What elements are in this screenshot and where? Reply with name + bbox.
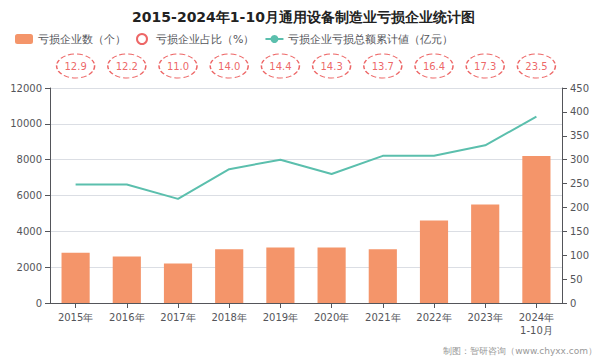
svg-text:2024年: 2024年: [519, 312, 554, 323]
svg-text:12000: 12000: [10, 83, 42, 94]
svg-text:250: 250: [570, 178, 589, 189]
svg-text:10000: 10000: [10, 118, 42, 129]
svg-text:2015年: 2015年: [58, 312, 93, 323]
svg-text:16.4: 16.4: [423, 61, 445, 72]
svg-text:2017年: 2017年: [160, 312, 195, 323]
svg-text:12.9: 12.9: [64, 61, 86, 72]
svg-text:23.5: 23.5: [525, 61, 547, 72]
svg-text:制图：智研咨询（www.chyxx.com）: 制图：智研咨询（www.chyxx.com）: [443, 346, 597, 356]
svg-text:2020年: 2020年: [314, 312, 349, 323]
svg-text:2015-2024年1-10月通用设备制造业亏损企业统计图: 2015-2024年1-10月通用设备制造业亏损企业统计图: [132, 9, 475, 25]
svg-text:14.4: 14.4: [269, 61, 291, 72]
svg-text:350: 350: [570, 130, 589, 141]
svg-text:亏损企业占比（%）: 亏损企业占比（%）: [156, 33, 254, 46]
svg-text:100: 100: [570, 250, 589, 261]
svg-text:6000: 6000: [17, 190, 42, 201]
svg-text:4000: 4000: [17, 226, 42, 237]
svg-text:8000: 8000: [17, 154, 42, 165]
svg-text:0: 0: [36, 298, 42, 309]
svg-text:2000: 2000: [17, 262, 42, 273]
svg-text:2022年: 2022年: [416, 312, 451, 323]
svg-text:200: 200: [570, 202, 589, 213]
svg-text:2018年: 2018年: [211, 312, 246, 323]
svg-text:150: 150: [570, 226, 589, 237]
svg-text:450: 450: [570, 83, 589, 94]
svg-text:亏损企业亏损总额累计値（亿元）: 亏损企业亏损总额累计値（亿元）: [288, 33, 453, 46]
svg-text:12.2: 12.2: [116, 61, 138, 72]
svg-text:2016年: 2016年: [109, 312, 144, 323]
svg-text:2021年: 2021年: [365, 312, 400, 323]
svg-text:14.0: 14.0: [218, 61, 240, 72]
svg-text:17.3: 17.3: [474, 61, 496, 72]
svg-text:14.3: 14.3: [320, 61, 342, 72]
svg-text:2019年: 2019年: [263, 312, 298, 323]
svg-text:13.7: 13.7: [372, 61, 394, 72]
svg-text:2023年: 2023年: [467, 312, 502, 323]
svg-text:亏损企业数（个）: 亏损企业数（个）: [38, 33, 126, 46]
svg-text:50: 50: [570, 274, 583, 285]
svg-text:300: 300: [570, 154, 589, 165]
svg-text:0: 0: [570, 298, 576, 309]
svg-text:400: 400: [570, 106, 589, 117]
svg-text:1-10月: 1-10月: [520, 325, 553, 336]
svg-text:11.0: 11.0: [167, 61, 189, 72]
